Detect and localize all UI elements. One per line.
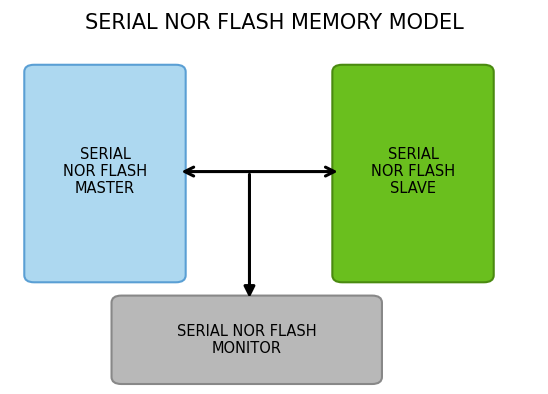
FancyBboxPatch shape (112, 296, 382, 384)
Text: SERIAL
NOR FLASH
MASTER: SERIAL NOR FLASH MASTER (63, 147, 147, 197)
Text: SERIAL
NOR FLASH
SLAVE: SERIAL NOR FLASH SLAVE (371, 147, 455, 197)
FancyBboxPatch shape (24, 65, 186, 282)
Text: SERIAL NOR FLASH
MONITOR: SERIAL NOR FLASH MONITOR (177, 323, 317, 356)
FancyBboxPatch shape (332, 65, 494, 282)
Text: SERIAL NOR FLASH MEMORY MODEL: SERIAL NOR FLASH MEMORY MODEL (84, 13, 464, 33)
